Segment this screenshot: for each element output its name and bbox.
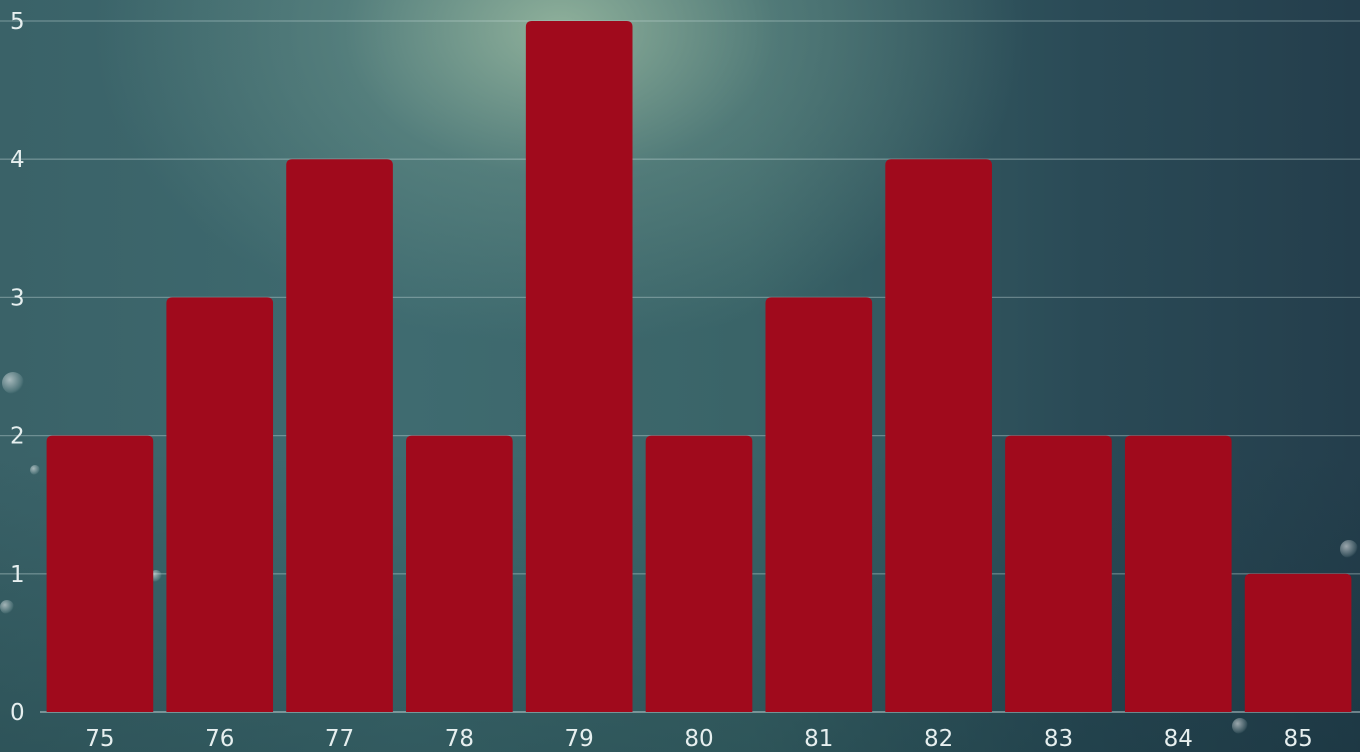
x-tick-label: 80 — [684, 726, 713, 752]
x-tick-label: 83 — [1044, 726, 1073, 752]
bar-85 — [1244, 573, 1352, 712]
bar-80 — [645, 435, 753, 712]
x-tick-label: 84 — [1164, 726, 1193, 752]
bubble-decoration — [30, 465, 40, 475]
y-tick-label: 3 — [10, 285, 25, 311]
bar-81 — [765, 297, 873, 712]
bar-layer — [46, 21, 1352, 712]
y-tick-label: 4 — [10, 147, 25, 173]
bar-75 — [46, 435, 154, 712]
bar-78 — [406, 435, 513, 712]
y-axis-ticks: 0 1 2 3 4 5 — [10, 9, 25, 726]
x-tick-label: 76 — [205, 726, 234, 752]
x-tick-label: 81 — [804, 726, 833, 752]
y-tick-label: 1 — [10, 562, 25, 588]
x-tick-label: 85 — [1283, 726, 1312, 752]
y-tick-label: 2 — [10, 424, 25, 450]
bubble-decoration — [2, 372, 24, 394]
x-tick-label: 82 — [924, 726, 953, 752]
x-tick-label: 75 — [85, 726, 114, 752]
bubble-decoration — [0, 600, 14, 614]
y-tick-label: 5 — [10, 9, 25, 35]
bar-77 — [286, 159, 393, 712]
bar-83 — [1005, 435, 1112, 712]
bubble-decoration — [1340, 540, 1358, 558]
x-tick-label: 77 — [325, 726, 354, 752]
bar-82 — [885, 159, 992, 712]
x-axis-ticks: 75 76 77 78 79 80 81 82 83 84 85 — [85, 726, 1312, 752]
y-tick-label: 0 — [10, 700, 25, 726]
x-tick-label: 79 — [565, 726, 594, 752]
bar-76 — [166, 297, 274, 712]
bubble-decoration — [1232, 718, 1248, 734]
bar-84 — [1124, 435, 1232, 712]
bar-79 — [525, 21, 633, 712]
x-tick-label: 78 — [445, 726, 474, 752]
